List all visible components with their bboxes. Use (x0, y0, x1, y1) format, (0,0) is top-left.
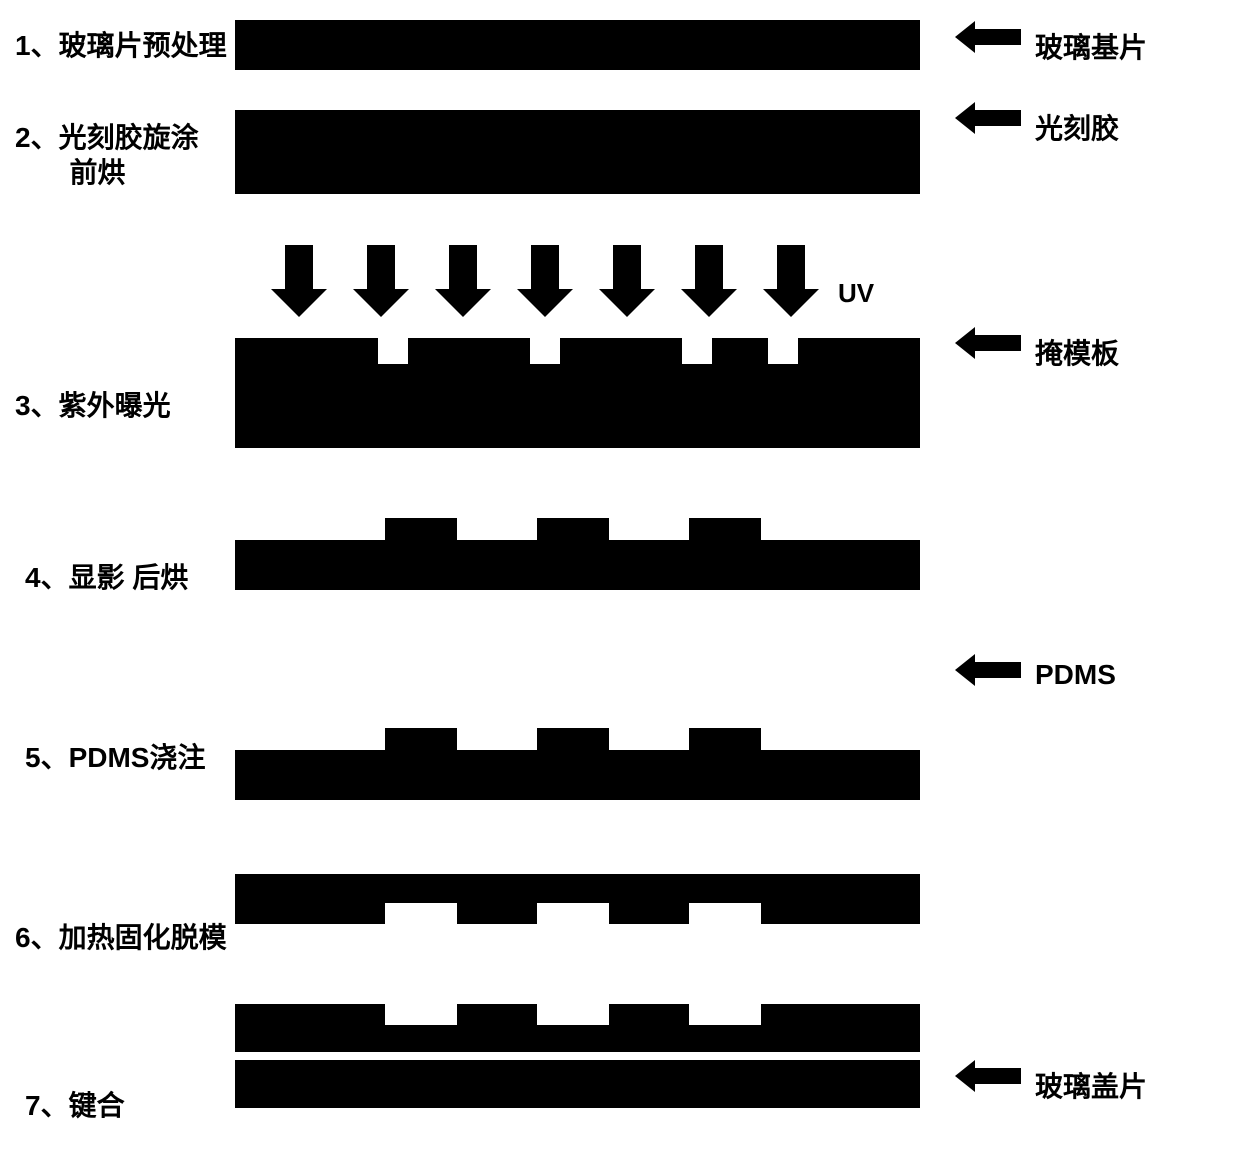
diagram-page: 1、玻璃片预处理 玻璃基片 2、光刻胶旋涂 前烘 光刻胶 3、紫外曝光 UV 掩… (0, 0, 1240, 1174)
step-7-label: 7、键合 (25, 1088, 132, 1123)
step-4-block (235, 540, 920, 590)
mask-gap (378, 338, 408, 364)
step-3-label: 3、紫外曝光 (15, 388, 171, 423)
pattern-bump (689, 518, 761, 540)
step-4-label: 4、显影 后烘 (25, 560, 188, 595)
step-1-block (235, 20, 920, 70)
step-7-right-label: 玻璃盖片 (1035, 1065, 1147, 1105)
mask-gap (768, 338, 798, 364)
arrow-left-icon (955, 21, 975, 53)
pattern-bump (537, 518, 609, 540)
step-7-right-arrow (955, 1060, 1021, 1092)
pattern-notch (385, 903, 457, 924)
step-2-right-arrow (955, 102, 1021, 134)
step-3-right-arrow (955, 327, 1021, 359)
step-1-right-arrow (955, 21, 1021, 53)
uv-arrow-down-icon (517, 245, 573, 317)
uv-arrow-down-icon (681, 245, 737, 317)
step-3-body-block (235, 364, 920, 448)
pattern-bump (385, 728, 457, 750)
uv-arrow-down-icon (271, 245, 327, 317)
uv-arrow-down-icon (435, 245, 491, 317)
step-2-label: 2、光刻胶旋涂 前烘 (15, 120, 199, 190)
arrow-left-icon (955, 1060, 975, 1092)
pattern-notch (537, 903, 609, 924)
pattern-bump (689, 728, 761, 750)
step-2-block (235, 110, 920, 194)
arrow-left-icon (955, 654, 975, 686)
pattern-notch (385, 1004, 457, 1025)
step-1-label: 1、玻璃片预处理 (15, 28, 227, 63)
mask-gap (530, 338, 560, 364)
arrow-left-icon (955, 102, 975, 134)
arrow-left-icon (955, 327, 975, 359)
step-7-bottom-block (235, 1060, 920, 1108)
step-2-right-label: 光刻胶 (1035, 107, 1119, 147)
uv-arrow-down-icon (599, 245, 655, 317)
pattern-bump (537, 728, 609, 750)
mask-gap (682, 338, 712, 364)
pattern-notch (689, 1004, 761, 1025)
pattern-bump (385, 518, 457, 540)
step-1-right-label: 玻璃基片 (1035, 26, 1147, 66)
step-5-block (235, 750, 920, 800)
step-3-mask-block (235, 338, 920, 364)
step-5-right-arrow (955, 654, 1021, 686)
step-3-right-label: 掩模板 (1035, 332, 1119, 372)
step-6-label: 6、加热固化脱模 (15, 920, 227, 955)
pattern-notch (537, 1004, 609, 1025)
step-5-right-label: PDMS (1035, 659, 1116, 691)
pattern-notch (689, 903, 761, 924)
uv-arrow-down-icon (353, 245, 409, 317)
uv-label: UV (838, 278, 874, 309)
step-5-label: 5、PDMS浇注 (25, 740, 205, 775)
uv-arrow-down-icon (763, 245, 819, 317)
